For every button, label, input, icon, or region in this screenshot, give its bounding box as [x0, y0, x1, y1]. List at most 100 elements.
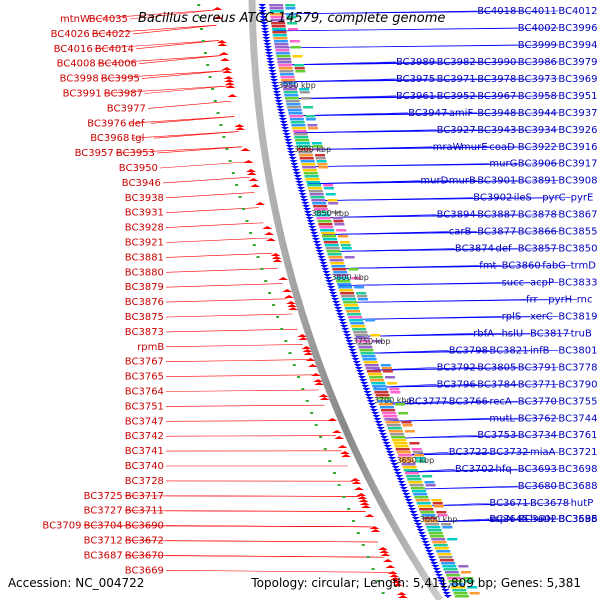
reverse-gene-arrow [227, 94, 238, 97]
feature-band [454, 595, 469, 598]
forward-gene-arrow [315, 250, 324, 253]
feature-band [271, 22, 286, 25]
gene-label: BC3999 [518, 40, 557, 51]
reverse-gene-arrow [339, 451, 350, 454]
feature-band [357, 295, 368, 298]
gene-label: BC3771 [518, 379, 557, 390]
gene-label: BC3688 [558, 481, 597, 492]
forward-gene-arrow [324, 277, 333, 280]
forward-gene-arrow [352, 361, 361, 364]
gene-label: BC3645 [489, 514, 528, 525]
feature-band [346, 310, 361, 313]
feature-dot [268, 292, 272, 294]
forward-gene-arrow [350, 355, 359, 358]
feature-band [394, 403, 405, 406]
reverse-gene-arrow [272, 259, 283, 262]
gene-label: BC3698 [558, 464, 597, 475]
feature-band [403, 469, 418, 472]
reverse-gene-arrow [331, 430, 342, 433]
reverse-gene-arrow [385, 565, 396, 568]
label-connector-lines [83, 9, 577, 573]
feature-dot [288, 352, 292, 354]
feature-band [348, 268, 359, 271]
feature-band [376, 397, 391, 400]
gene-label: BC3672 [125, 536, 164, 547]
forward-gene-arrow [290, 163, 299, 166]
feature-dot [225, 148, 229, 150]
label-connector [294, 129, 437, 134]
gene-label: BC3638 [558, 514, 597, 525]
forward-gene-arrow [412, 520, 421, 523]
feature-band [287, 109, 302, 112]
forward-gene-arrow [420, 538, 429, 541]
feature-band [398, 454, 413, 457]
forward-gene-arrow [270, 79, 279, 82]
forward-gene-arrow [288, 157, 297, 160]
feature-dot [371, 568, 375, 570]
gene-label: BC3850 [558, 244, 597, 255]
forward-gene-arrow [346, 343, 355, 346]
forward-gene-arrow [401, 490, 410, 493]
feature-band [447, 538, 458, 541]
feature-band [305, 178, 320, 181]
feature-band [427, 529, 442, 532]
forward-gene-arrow [363, 391, 372, 394]
reverse-gene-arrow [217, 43, 228, 46]
feature-dot [222, 136, 226, 138]
feature-band [295, 142, 310, 145]
label-connector [322, 231, 449, 235]
feature-band [286, 13, 297, 16]
forward-gene-arrow [415, 526, 424, 529]
feature-dot [337, 484, 341, 486]
gene-label: BC4026 [51, 29, 90, 40]
gene-label: BC3678 [530, 498, 569, 509]
forward-gene-arrow [398, 484, 407, 487]
gene-label: frr [526, 294, 538, 305]
forward-gene-arrow [430, 562, 439, 565]
feature-band [316, 217, 331, 220]
forward-gene-arrow [287, 151, 296, 154]
feature-band [408, 481, 423, 484]
forward-gene-arrow [408, 508, 417, 511]
feature-dot [235, 184, 239, 186]
forward-gene-arrow [438, 583, 447, 586]
forward-gene-arrow [432, 568, 441, 571]
reverse-gene-arrow [298, 337, 309, 340]
kbp-tick-label: 3950 kbp [278, 81, 316, 90]
gene-label: BC3931 [125, 208, 164, 219]
feature-band [309, 193, 324, 196]
forward-gene-arrow [355, 370, 364, 373]
forward-gene-arrow [320, 265, 329, 268]
forward-gene-arrow [354, 367, 363, 370]
reverse-gene-arrow [341, 454, 352, 457]
feature-band [325, 193, 336, 196]
forward-gene-arrow [335, 310, 344, 313]
forward-gene-arrow [374, 421, 383, 424]
forward-gene-arrow [270, 82, 279, 85]
forward-gene-arrow [428, 559, 437, 562]
gene-label: BC3994 [558, 40, 597, 51]
reverse-gene-arrow [307, 364, 318, 367]
label-connector [131, 131, 239, 139]
label-connector [165, 404, 325, 407]
gene-label: BC3704 [84, 521, 123, 532]
forward-gene-arrow [291, 166, 300, 169]
feature-band [300, 160, 315, 163]
gene-label: BC3833 [558, 278, 597, 289]
gene-label: BC3875 [125, 312, 164, 323]
forward-gene-arrow [261, 31, 270, 34]
feature-band [410, 487, 425, 490]
feature-dot [361, 544, 365, 546]
reverse-gene-arrow [271, 256, 282, 259]
label-connector [159, 161, 247, 169]
feature-band [382, 370, 393, 373]
feature-band [294, 136, 309, 139]
gene-label: BC3755 [558, 396, 597, 407]
forward-gene-arrow [264, 52, 273, 55]
reverse-gene-arrow [358, 499, 369, 502]
reverse-gene-arrow [286, 301, 297, 304]
gene-label: BC3753 [477, 430, 516, 441]
forward-gene-arrow [336, 313, 345, 316]
reverse-gene-arrow [250, 184, 261, 187]
feature-band [416, 460, 427, 463]
